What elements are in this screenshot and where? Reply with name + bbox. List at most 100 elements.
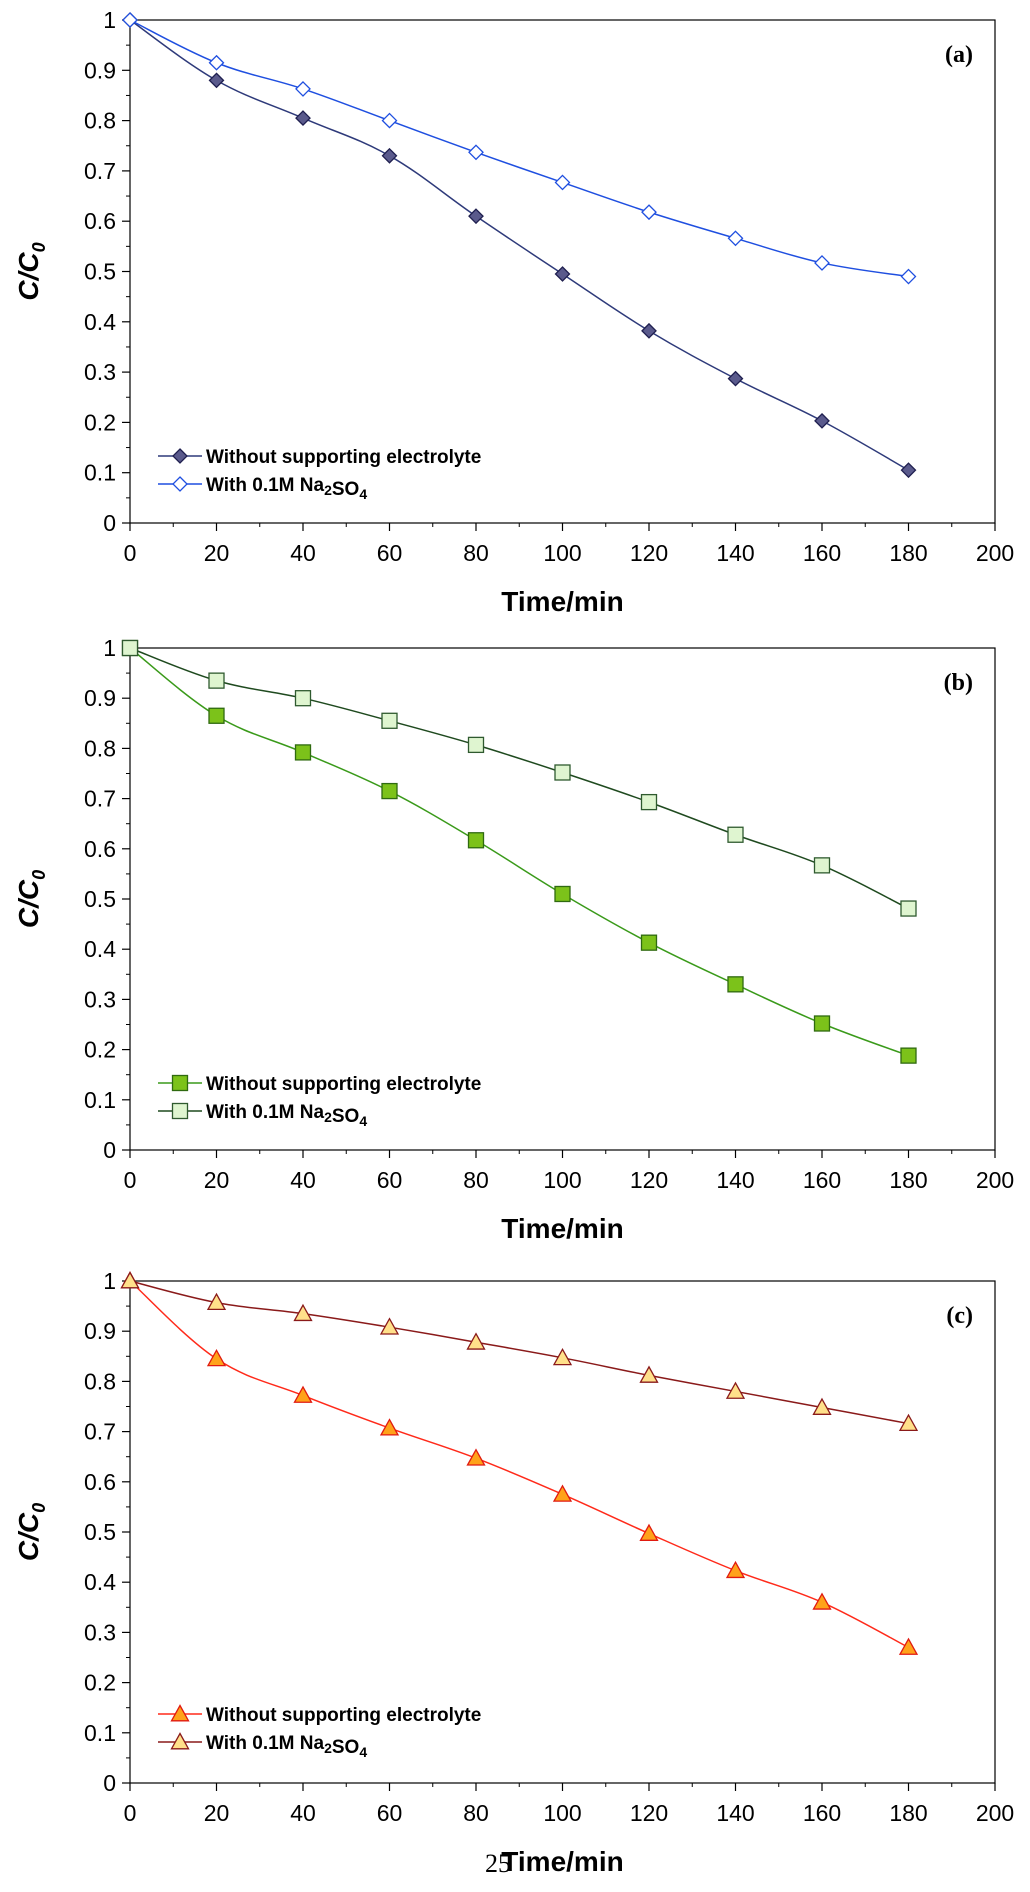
data-point (206, 1348, 227, 1367)
chart-panel-b: 0 0.1 0.2 0.3 0.4 0.5 0.6 0.7 0.8 0.9 1 0 20 40 60 80 10… (13, 635, 1014, 1244)
y-tick-label: 0.1 (84, 460, 116, 486)
y-tick-label: 0.9 (84, 685, 116, 711)
panel-label: (b) (944, 670, 973, 696)
y-tick-label: 0 (103, 510, 116, 536)
data-point (554, 885, 571, 903)
x-tick-label: 120 (630, 1167, 668, 1193)
data-point (208, 72, 225, 89)
data-point (381, 112, 398, 129)
legend-label: Without supporting electrolyte (206, 1705, 481, 1726)
y-tick-label: 0.9 (84, 57, 116, 83)
data-point (295, 80, 311, 97)
data-point (554, 174, 571, 191)
x-tick-label: 140 (716, 1167, 754, 1193)
y-tick-label: 0.7 (84, 786, 116, 812)
x-axis-title: Time/min (501, 1213, 623, 1244)
y-tick-label: 0.5 (84, 1519, 116, 1545)
x-tick-label: 200 (976, 1800, 1014, 1826)
data-point (122, 12, 138, 28)
y-tick-label: 0.5 (84, 886, 116, 912)
data-point (641, 204, 657, 221)
data-point (813, 857, 831, 874)
data-point (208, 707, 225, 724)
data-point (121, 639, 139, 657)
y-axis-title: C/C0 (13, 242, 49, 300)
data-point (640, 934, 658, 951)
legend-label: Without supporting electrolyte (206, 1074, 481, 1095)
legend-entry: Without supporting electrolyte (158, 1074, 481, 1095)
y-tick-label: 0.4 (84, 1569, 116, 1595)
x-axis-title: Time/min (501, 1846, 623, 1877)
y-tick-label: 0.2 (84, 1670, 116, 1696)
y-axis-title: C/C0 (13, 1503, 49, 1561)
x-tick-label: 120 (630, 1800, 668, 1826)
x-tick-label: 80 (463, 1167, 489, 1193)
data-point (467, 832, 485, 849)
data-point (381, 712, 398, 729)
data-point (725, 1560, 746, 1579)
legend-label: Without supporting electrolyte (206, 447, 481, 468)
y-tick-label: 0.2 (84, 409, 116, 435)
data-point (900, 900, 917, 917)
y-tick-label: 1 (103, 7, 116, 33)
legend-marker (171, 1102, 189, 1120)
y-tick-label: 0.2 (84, 1037, 116, 1063)
x-tick-label: 100 (543, 540, 581, 566)
y-tick-label: 0.5 (84, 259, 116, 285)
y-tick-label: 0.3 (84, 986, 116, 1012)
series-without-electrolyte (122, 12, 917, 479)
y-tick-label: 0.6 (84, 1469, 116, 1495)
y-tick-label: 0.8 (84, 1368, 116, 1394)
legend-marker (171, 1074, 189, 1092)
data-point (379, 1418, 400, 1436)
data-point (554, 266, 571, 282)
data-point (727, 826, 744, 843)
panel-label: (a) (945, 42, 973, 68)
x-tick-label: 160 (803, 540, 841, 566)
data-point (727, 976, 744, 993)
x-tick-label: 40 (290, 1800, 316, 1826)
legend-entry: Without supporting electrolyte (158, 1704, 481, 1726)
x-tick-label: 140 (716, 1800, 754, 1826)
chart-panel-a: 0 0.1 0.2 0.3 0.4 0.5 0.6 0.7 0.8 0.9 1 0 20 40 60 80 10… (13, 7, 1014, 617)
x-axis-title: Time/min (501, 586, 623, 617)
data-point (381, 147, 398, 164)
data-point (466, 1332, 486, 1350)
series-without-electrolyte (121, 639, 917, 1064)
x-tick-label: 120 (630, 540, 668, 566)
y-tick-label: 0.4 (84, 936, 116, 962)
y-tick-label: 0.4 (84, 309, 116, 335)
y-tick-label: 0 (103, 1770, 116, 1796)
x-tick-label: 40 (290, 540, 316, 566)
data-point (552, 1347, 573, 1366)
data-point (900, 268, 917, 285)
y-tick-label: 0.8 (84, 108, 116, 134)
data-point (900, 1047, 917, 1064)
series-with-na2so4 (120, 1271, 919, 1432)
panel-label: (c) (946, 1303, 973, 1329)
x-tick-label: 140 (716, 540, 754, 566)
data-point (814, 412, 830, 429)
data-point (466, 1448, 486, 1466)
data-point (640, 793, 658, 811)
y-tick-label: 0.6 (84, 836, 116, 862)
x-tick-label: 60 (377, 1167, 403, 1193)
data-point (293, 1303, 313, 1322)
x-tick-label: 180 (889, 1167, 927, 1193)
legend-label: With 0.1M Na2SO4 (206, 1102, 367, 1129)
legend-label: With 0.1M Na2SO4 (206, 1733, 367, 1760)
data-point (295, 110, 311, 127)
y-tick-label: 0 (103, 1137, 116, 1163)
data-point (813, 1015, 831, 1032)
y-tick-label: 0.6 (84, 208, 116, 234)
series-without-electrolyte (120, 1271, 919, 1655)
data-point (294, 690, 312, 707)
x-tick-label: 100 (543, 1800, 581, 1826)
x-tick-label: 20 (204, 1167, 230, 1193)
x-tick-label: 60 (377, 540, 403, 566)
x-tick-label: 180 (889, 540, 927, 566)
y-tick-label: 1 (103, 635, 116, 661)
data-point (812, 1397, 832, 1415)
data-point (814, 255, 830, 271)
chart-panel-c: 0 0.1 0.2 0.3 0.4 0.5 0.6 0.7 0.8 0.9 1 0 20 40 60 80 10… (13, 1268, 1014, 1877)
